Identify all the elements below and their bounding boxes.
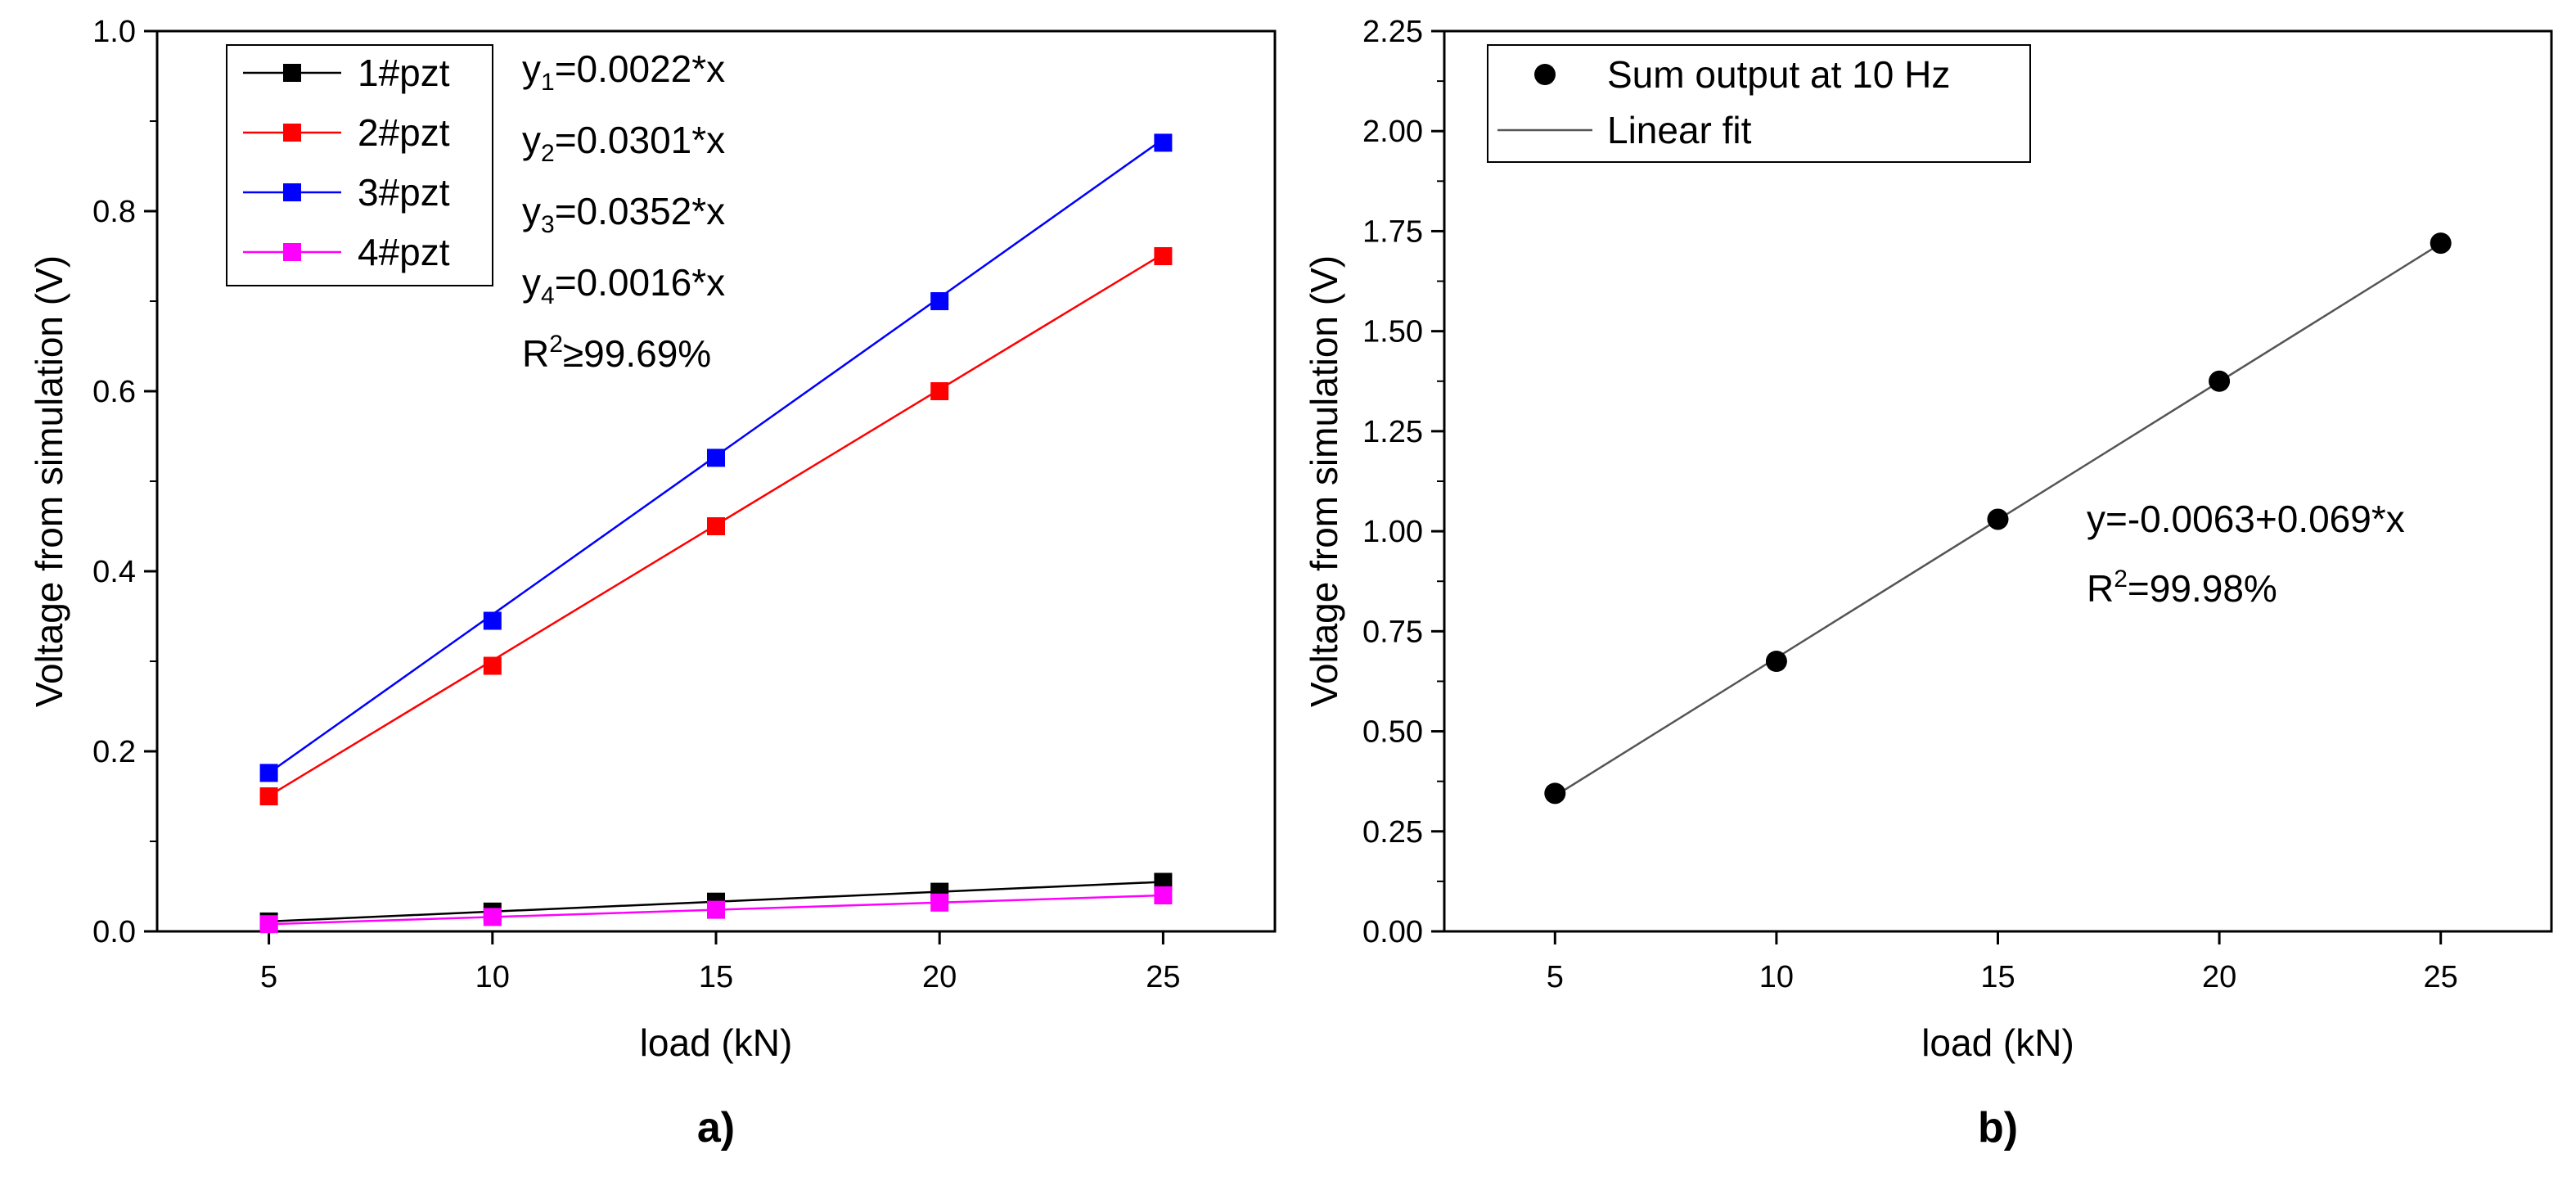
panel-a-legend-label: 1#pzt: [358, 52, 450, 94]
panel-b-x-axis-title: load (kN): [1921, 1021, 2074, 1064]
panel-a-annotation: y2=0.0301*x: [522, 119, 725, 167]
panel-a-x-tick-label: 25: [1146, 960, 1180, 994]
panel-a-series-3-point: [1154, 133, 1173, 152]
panel-b-data-point: [1765, 651, 1787, 672]
panel-b-y-tick-label: 0.00: [1362, 915, 1423, 949]
panel-a-legend-label: 3#pzt: [358, 171, 450, 214]
panel-b-x-tick-label: 10: [1759, 960, 1794, 994]
panel-b-annotation: y=-0.0063+0.069*x: [2087, 498, 2405, 540]
panel-a-legend-marker: [283, 183, 301, 201]
panel-a-series-3-point: [930, 292, 949, 310]
panel-a-legend-marker: [283, 64, 301, 82]
panel-b-y-tick-label: 2.00: [1362, 115, 1423, 149]
panel-a-x-tick-label: 15: [699, 960, 733, 994]
panel-b-y-tick-label: 1.50: [1362, 315, 1423, 349]
panel-a-annotation: R2≥99.69%: [522, 331, 711, 375]
panel-a-series-2-point: [1154, 247, 1173, 265]
panel-a-label: a): [697, 1104, 735, 1152]
panel-a-y-tick-label: 0.2: [92, 735, 136, 769]
panel-a-series-3-point: [707, 449, 725, 467]
panel-b-x-tick-label: 15: [1980, 960, 2015, 994]
panel-a-x-tick-label: 20: [922, 960, 957, 994]
panel-a-x-tick-label: 10: [475, 960, 510, 994]
panel-a-annotation: y3=0.0352*x: [522, 190, 725, 238]
panel-a-series-4-point: [930, 893, 949, 912]
panel-b-x-tick-label: 20: [2202, 960, 2236, 994]
panel-a-series-3-point: [483, 611, 502, 630]
panel-b-label: b): [1978, 1104, 2018, 1152]
panel-a-series-4-point: [483, 908, 502, 926]
panel-b-y-tick-label: 0.75: [1362, 615, 1423, 649]
panel-a-series-4-point: [1154, 886, 1173, 904]
panel-b-legend-box: [1487, 44, 2031, 163]
panel-a-x-tick-label: 5: [260, 960, 277, 994]
panel-a-legend-label: 2#pzt: [358, 111, 450, 154]
panel-b-annotation: R2=99.98%: [2087, 566, 2277, 610]
panel-b-x-tick-label: 5: [1547, 960, 1564, 994]
panel-b-legend-marker: [1534, 64, 1556, 85]
panel-a-series-4-point: [259, 915, 278, 934]
panel-b-data-point: [1987, 508, 2009, 530]
panel-a-y-tick-label: 0.6: [92, 375, 136, 409]
panel-b-y-tick-label: 1.75: [1362, 214, 1423, 249]
panel-a-legend-marker: [283, 124, 301, 142]
panel-a-series-2-point: [707, 517, 725, 535]
panel-b-data-point: [2209, 370, 2231, 392]
panel-b-y-tick-label: 0.50: [1362, 715, 1423, 750]
panel-b-legend-label: Sum output at 10 Hz: [1607, 53, 1950, 96]
panel-a-series-3-point: [259, 764, 278, 782]
panel-b-y-tick-label: 1.25: [1362, 415, 1423, 449]
panel-a-legend-marker: [283, 243, 301, 261]
panel-a-y-tick-label: 0.4: [92, 555, 136, 589]
panel-b-y-tick-label: 2.25: [1362, 15, 1423, 49]
panel-a-y-axis-title: Voltage from simulation (V): [28, 255, 70, 707]
panel-b-data-point: [2430, 232, 2452, 255]
panel-a-series-4-point: [707, 900, 725, 919]
panel-b-legend-label: Linear fit: [1607, 109, 1752, 151]
panel-a-series-2-point: [259, 787, 278, 805]
panel-a-y-tick-label: 1.0: [92, 15, 136, 49]
panel-b-data-point: [1544, 782, 1566, 805]
panel-a-annotation: y1=0.0022*x: [522, 47, 725, 96]
panel-b-plot-frame: [1443, 29, 2553, 933]
panel-a-annotation: y4=0.0016*x: [522, 261, 725, 309]
panel-a-y-tick-label: 0.0: [92, 915, 136, 949]
panel-b-x-tick-label: 25: [2424, 960, 2458, 994]
panel-b-y-tick-label: 1.00: [1362, 515, 1423, 549]
panel-b-y-tick-label: 0.25: [1362, 815, 1423, 850]
panel-a-x-axis-title: load (kN): [640, 1021, 793, 1064]
panel-b-y-axis-title: Voltage from simulation (V): [1303, 255, 1345, 707]
panel-a-series-2-point: [930, 382, 949, 400]
panel-a-series-2-point: [483, 656, 502, 675]
panel-a-legend-label: 4#pzt: [358, 231, 450, 273]
panel-a-y-tick-label: 0.8: [92, 195, 136, 229]
panel-a-legend-box: [226, 44, 493, 286]
